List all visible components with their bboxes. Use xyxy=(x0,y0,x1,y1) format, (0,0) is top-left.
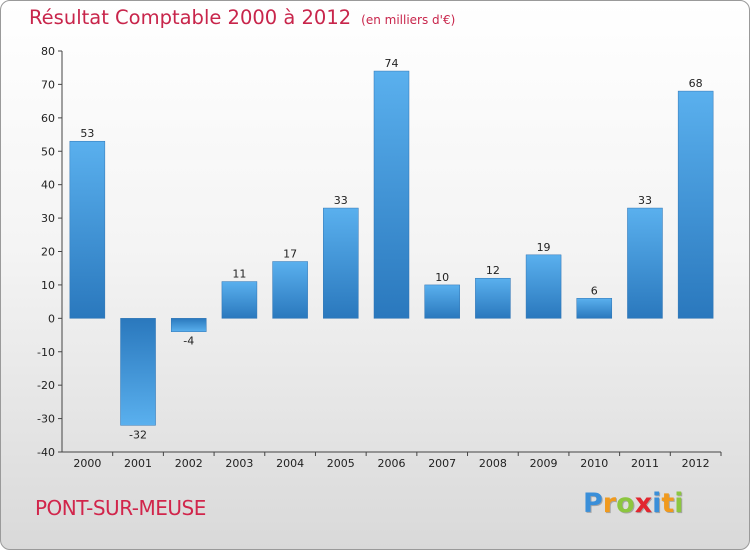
data-label: 33 xyxy=(638,194,652,207)
logo-letter: r xyxy=(602,488,617,519)
bar xyxy=(170,318,207,332)
chart-subtitle: (en milliers d'€) xyxy=(361,13,456,27)
bar xyxy=(69,140,106,319)
y-tick-label: 80 xyxy=(41,45,55,58)
y-tick-label: 0 xyxy=(48,312,55,325)
y-tick-label: 40 xyxy=(41,179,55,192)
data-label: 33 xyxy=(334,194,348,207)
bar xyxy=(475,277,511,319)
title-text: Résultat Comptable 2000 à 2012 xyxy=(29,6,352,29)
bar xyxy=(677,90,714,319)
y-tick-label: -10 xyxy=(37,346,55,359)
y-tick-label: -40 xyxy=(37,446,55,459)
data-label: 74 xyxy=(385,57,399,70)
bar xyxy=(576,298,613,319)
data-label: 68 xyxy=(689,77,703,90)
data-label: 12 xyxy=(486,264,500,277)
data-label: 17 xyxy=(283,248,297,261)
x-tick-label: 2012 xyxy=(682,457,710,470)
x-tick-label: 2009 xyxy=(530,457,558,470)
y-tick-label: 30 xyxy=(41,212,55,225)
data-label: 10 xyxy=(435,271,449,284)
bar xyxy=(272,261,308,319)
x-tick-label: 2000 xyxy=(73,457,101,470)
y-tick-label: 60 xyxy=(41,112,55,125)
y-tick-label: 20 xyxy=(41,246,55,259)
data-labels: 53 -32 -4 11 17 33 74 10 12 19 6 33 68 xyxy=(80,57,702,441)
bar xyxy=(424,284,460,319)
x-tick-label: 2001 xyxy=(124,457,152,470)
bars xyxy=(69,70,714,426)
x-tick-label: 2003 xyxy=(225,457,253,470)
logo-letter: x xyxy=(634,488,653,519)
x-tick-label: 2006 xyxy=(378,457,406,470)
y-tick-label: -20 xyxy=(37,379,55,392)
proxiti-logo: Proxiti xyxy=(583,488,684,519)
logo-letter: o xyxy=(616,488,635,519)
y-tick-label: 70 xyxy=(41,78,55,91)
y-tick-label: 50 xyxy=(41,145,55,158)
x-tick-label: 2011 xyxy=(631,457,659,470)
data-label: 19 xyxy=(537,241,551,254)
bar xyxy=(323,207,359,319)
x-tick-label: 2007 xyxy=(428,457,456,470)
bar xyxy=(373,70,410,319)
bar xyxy=(120,318,156,426)
data-label: 11 xyxy=(232,268,246,281)
data-label: 6 xyxy=(591,284,598,297)
logo-letter: i xyxy=(674,488,684,519)
y-tick-label: -30 xyxy=(37,413,55,426)
x-tick-label: 2004 xyxy=(276,457,304,470)
x-tick-label: 2002 xyxy=(175,457,203,470)
x-tick-label: 2005 xyxy=(327,457,355,470)
bar xyxy=(627,207,663,319)
x-tick-label: 2010 xyxy=(580,457,608,470)
bar xyxy=(525,254,562,319)
y-tick-label: 10 xyxy=(41,279,55,292)
axes: -40 -30 -20 -10 0 10 20 30 40 50 60 70 80 2000 2001 200… xyxy=(37,45,722,470)
data-label: -4 xyxy=(183,335,194,348)
town-name: PONT-SUR-MEUSE xyxy=(35,496,206,520)
data-label: 53 xyxy=(80,127,94,140)
logo-letter: P xyxy=(583,488,603,519)
logo-letter: i xyxy=(652,488,662,519)
x-tick-label: 2008 xyxy=(479,457,507,470)
data-label: -32 xyxy=(129,428,147,441)
chart-title: Résultat Comptable 2000 à 2012 (en millie… xyxy=(29,6,455,29)
logo-letter: t xyxy=(661,488,675,519)
bar xyxy=(221,281,258,319)
